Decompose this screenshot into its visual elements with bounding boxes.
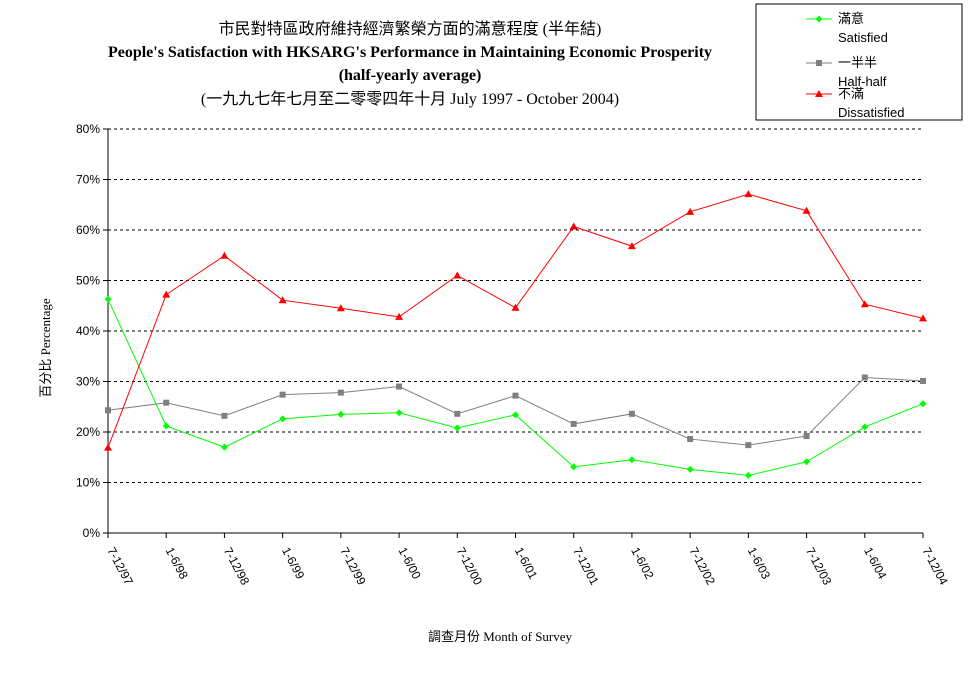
legend-label-zh: 不滿 (838, 86, 864, 101)
data-point-dissatisfied (919, 314, 927, 322)
x-tick-label: 1-6/03 (745, 545, 773, 582)
y-tick-label: 70% (76, 173, 100, 187)
data-point-satisfied (453, 424, 461, 432)
data-point-dissatisfied (162, 290, 171, 298)
y-tick-label: 50% (76, 274, 100, 288)
x-tick-label: 7-12/03 (803, 545, 835, 588)
y-tick-label: 30% (76, 375, 100, 389)
data-point-dissatisfied (104, 443, 112, 451)
data-point-dissatisfied (686, 207, 695, 215)
series-line-half-half (107, 376, 924, 446)
data-point-satisfied (628, 456, 636, 464)
y-axis-ticks: 0% 10% 20% 30% 40% 50% 60% 70% 80% (76, 122, 108, 540)
legend-label-zh: 一半半 (838, 55, 877, 70)
data-point-dissatisfied (511, 303, 520, 311)
data-point-dissatisfied (744, 190, 753, 198)
y-tick-label: 10% (76, 476, 100, 490)
chart-title: 市民對特區政府維持經濟繁榮方面的滿意程度 (半年結) People's Sati… (108, 19, 712, 108)
data-point-satisfied (512, 411, 519, 419)
title-zh: 市民對特區政府維持經濟繁榮方面的滿意程度 (半年結) (219, 19, 602, 38)
data-point-dissatisfied (395, 312, 404, 320)
data-point-satisfied (744, 471, 752, 479)
y-tick-label: 0% (83, 526, 101, 540)
data-point-half-half (396, 383, 403, 390)
x-tick-label: 1-6/99 (279, 545, 307, 582)
data-point-dissatisfied (453, 271, 462, 279)
legend-box (755, 3, 963, 121)
data-point-satisfied (919, 400, 927, 408)
data-point-dissatisfied (569, 222, 578, 230)
data-point-dissatisfied (627, 242, 636, 250)
data-point-half-half (337, 389, 344, 396)
legend-swatch-marker (815, 15, 823, 23)
legend-swatch-marker (816, 60, 822, 66)
x-tick-label: 1-6/04 (861, 545, 889, 582)
legend-label-en: Dissatisfied (838, 105, 904, 120)
data-point-satisfied (162, 422, 170, 430)
legend-label-en: Satisfied (838, 30, 888, 45)
data-point-half-half (279, 391, 286, 398)
series-group (104, 190, 927, 479)
x-tick-label: 7-12/00 (454, 545, 486, 588)
data-point-satisfied (686, 465, 694, 473)
subtitle-period: (一九九七年七月至二零零四年十月 July 1997 - October 200… (201, 90, 619, 108)
x-tick-label: 1-6/00 (395, 545, 423, 582)
y-axis-label: 百分比 Percentage (38, 298, 53, 398)
x-tick-label: 7-12/97 (104, 545, 136, 588)
x-tick-label: 7-12/01 (570, 545, 602, 588)
data-point-half-half (221, 412, 228, 419)
title-en: People's Satisfaction with HKSARG's Perf… (108, 44, 712, 61)
data-point-satisfied (220, 443, 228, 451)
data-point-half-half (454, 410, 461, 417)
data-point-satisfied (570, 463, 578, 471)
data-point-satisfied (104, 295, 112, 303)
data-point-satisfied (861, 423, 869, 431)
data-point-half-half (861, 374, 868, 381)
data-point-dissatisfied (860, 300, 869, 308)
data-point-half-half (512, 392, 519, 399)
data-point-dissatisfied (802, 206, 811, 214)
y-tick-label: 80% (76, 122, 100, 136)
legend-label-en: Half-half (838, 74, 887, 89)
y-tick-label: 60% (76, 223, 100, 237)
data-point-satisfied (395, 409, 403, 417)
x-tick-label: 1-6/01 (512, 545, 540, 582)
data-point-half-half (570, 420, 577, 427)
data-point-satisfied (279, 415, 287, 423)
x-tick-label: 7-12/98 (221, 545, 253, 588)
data-point-dissatisfied (278, 296, 287, 304)
data-point-satisfied (337, 410, 345, 418)
x-tick-label: 1-6/02 (628, 545, 656, 582)
data-point-half-half (803, 433, 810, 440)
data-point-half-half (920, 377, 926, 384)
data-point-half-half (163, 399, 170, 406)
series-line-satisfied (107, 298, 924, 476)
data-point-half-half (687, 436, 694, 443)
data-point-half-half (105, 407, 111, 414)
data-point-half-half (745, 442, 752, 449)
data-point-satisfied (803, 458, 811, 466)
data-point-dissatisfied (220, 251, 229, 259)
x-tick-label: 7-12/99 (337, 545, 369, 588)
subtitle-average: (half-yearly average) (339, 67, 482, 84)
legend-label-zh: 滿意 (838, 11, 864, 26)
x-tick-label: 1-6/98 (163, 545, 191, 582)
series-line-dissatisfied (107, 193, 924, 448)
x-axis-ticks: 7-12/97 1-6/98 7-12/98 1-6/99 7-12/99 1-6/00 7… (104, 533, 951, 588)
data-point-half-half (628, 410, 635, 417)
x-tick-label: 7-12/02 (686, 545, 718, 588)
y-tick-label: 40% (76, 324, 100, 338)
x-tick-label: 7-12/04 (919, 545, 951, 588)
legend-swatch-marker (815, 90, 823, 97)
x-axis-label: 調查月份 Month of Survey (428, 629, 573, 644)
data-point-dissatisfied (336, 304, 345, 312)
gridlines (107, 128, 923, 534)
y-tick-label: 20% (76, 425, 100, 439)
